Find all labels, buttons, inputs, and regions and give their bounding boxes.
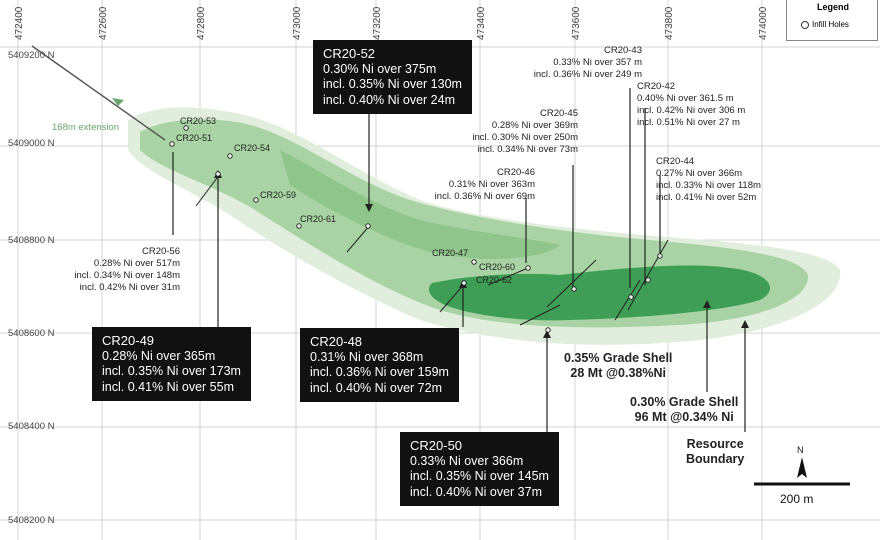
hole-label: CR20-53 xyxy=(180,116,217,126)
grade-shell-030-inner xyxy=(280,150,560,259)
legend-item-label: Infill Holes xyxy=(812,20,849,29)
x-label-6: 473600 xyxy=(571,6,582,40)
callout-title: CR20-49 xyxy=(102,333,155,348)
x-label-5: 473400 xyxy=(476,6,487,40)
annotation-cr20-45: CR20-45 0.28% Ni over 369m incl. 0.30% N… xyxy=(440,108,578,156)
annotation-line: CR20-46 xyxy=(496,167,535,178)
annotation-line: 0.28% Ni over 517m xyxy=(93,258,180,269)
annotation-line: incl. 0.34% Ni over 73m xyxy=(477,144,578,155)
callout-title: CR20-52 xyxy=(323,46,376,61)
annotation-line: 0.28% Ni over 369m xyxy=(491,120,578,131)
scale-label: 200 m xyxy=(780,492,814,506)
infill-hole-icon xyxy=(801,20,809,29)
hole-label: CR20-61 xyxy=(300,214,337,224)
callout-line: 0.30% Ni over 375m xyxy=(323,61,437,76)
x-label-1: 472600 xyxy=(98,6,109,40)
leader-lines xyxy=(172,88,746,432)
hole-label: CR20-47 xyxy=(432,248,469,258)
callout-title: CR20-50 xyxy=(410,438,463,453)
shell-line: 96 Mt @0.34% Ni xyxy=(634,409,734,424)
hole-collars xyxy=(169,125,663,333)
callout-cr20-50: CR20-50 0.33% Ni over 366m incl. 0.35% N… xyxy=(400,432,559,506)
annotation-line: incl. 0.36% Ni over 249 m xyxy=(533,69,642,80)
callout-title: CR20-48 xyxy=(310,334,363,349)
label-grade-shell-035: 0.35% Grade Shell 28 Mt @0.38%Ni xyxy=(564,351,672,380)
callout-line: incl. 0.40% Ni over 72m xyxy=(310,380,443,395)
annotation-cr20-42: CR20-42 0.40% Ni over 361.5 m incl. 0.42… xyxy=(637,81,745,129)
annotation-cr20-56: CR20-56 0.28% Ni over 517m incl. 0.34% N… xyxy=(38,246,180,294)
grade-shell-035 xyxy=(428,265,770,321)
annotation-line: incl. 0.42% Ni over 31m xyxy=(79,282,180,293)
y-label-3: 5408600 N xyxy=(8,328,55,339)
annotation-line: incl. 0.51% Ni over 27 m xyxy=(637,117,740,128)
annotation-cr20-46: CR20-46 0.31% Ni over 363m incl. 0.36% N… xyxy=(420,167,535,203)
annotation-line: 0.33% Ni over 357 m xyxy=(553,57,642,68)
callout-line: incl. 0.40% Ni over 24m xyxy=(323,92,456,107)
shell-line: 0.35% Grade Shell xyxy=(564,351,673,365)
shell-line: 28 Mt @0.38%Ni xyxy=(570,365,666,380)
y-label-5: 5408200 N xyxy=(8,515,55,526)
annotation-line: CR20-42 xyxy=(637,81,676,92)
legend-item: Infill Holes xyxy=(801,20,849,29)
annotation-line: 0.27% Ni over 366m xyxy=(656,168,743,179)
x-label-0: 472400 xyxy=(14,6,25,40)
callout-cr20-49: CR20-49 0.28% Ni over 365m incl. 0.35% N… xyxy=(92,327,251,401)
callout-line: incl. 0.36% Ni over 159m xyxy=(310,365,449,379)
annotation-line: CR20-44 xyxy=(656,156,695,167)
annotation-line: incl. 0.41% Ni over 52m xyxy=(656,192,757,203)
annotation-line: incl. 0.30% Ni over 250m xyxy=(472,132,578,143)
callout-cr20-48: CR20-48 0.31% Ni over 368m incl. 0.36% N… xyxy=(300,328,459,402)
extension-arrow xyxy=(31,45,166,141)
hole-label: CR20-54 xyxy=(234,143,271,153)
shell-line: Boundary xyxy=(686,451,745,466)
callout-line: incl. 0.35% Ni over 173m xyxy=(102,364,241,378)
x-label-7: 473800 xyxy=(664,6,675,40)
annotation-cr20-43: CR20-43 0.33% Ni over 357 m incl. 0.36% … xyxy=(500,45,642,81)
callout-line: incl. 0.35% Ni over 130m xyxy=(323,77,462,91)
annotation-line: CR20-56 xyxy=(141,246,180,257)
north-label: N xyxy=(797,445,804,455)
annotation-line: incl. 0.42% Ni over 306 m xyxy=(637,105,746,116)
legend-title: Legend xyxy=(817,2,850,12)
y-label-2: 5408800 N xyxy=(8,235,55,246)
shell-line: Resource xyxy=(686,437,744,451)
extension-label: 168m extension xyxy=(52,122,120,133)
annotation-line: incl. 0.36% Ni over 69m xyxy=(434,191,535,202)
x-label-3: 473000 xyxy=(292,6,303,40)
callout-line: 0.28% Ni over 365m xyxy=(102,348,216,363)
x-label-2: 472800 xyxy=(196,6,207,40)
hole-label: CR20-62 xyxy=(476,275,513,285)
annotation-line: CR20-43 xyxy=(603,45,642,56)
hole-label: CR20-60 xyxy=(479,262,516,272)
callout-line: 0.33% Ni over 366m xyxy=(410,453,524,468)
label-resource-boundary: Resource Boundary xyxy=(686,437,744,466)
annotation-line: 0.31% Ni over 363m xyxy=(448,179,535,190)
x-label-4: 473200 xyxy=(372,6,383,40)
y-label-1: 5409000 N xyxy=(8,138,55,149)
label-grade-shell-030: 0.30% Grade Shell 96 Mt @0.34% Ni xyxy=(630,395,738,424)
shell-line: 0.30% Grade Shell xyxy=(630,395,739,409)
callout-line: incl. 0.40% Ni over 37m xyxy=(410,484,543,499)
callout-line: incl. 0.35% Ni over 145m xyxy=(410,469,549,483)
y-label-4: 5408400 N xyxy=(8,421,55,432)
callout-line: incl. 0.41% Ni over 55m xyxy=(102,379,235,394)
annotation-line: incl. 0.34% Ni over 148m xyxy=(74,270,180,281)
annotation-cr20-44: CR20-44 0.27% Ni over 366m incl. 0.33% N… xyxy=(656,156,761,204)
callout-line: 0.31% Ni over 368m xyxy=(310,349,424,364)
extension-arrowhead xyxy=(112,98,124,106)
callout-cr20-52: CR20-52 0.30% Ni over 375m incl. 0.35% N… xyxy=(313,40,472,114)
y-label-0: 5409200 N xyxy=(8,50,55,61)
annotation-line: incl. 0.33% Ni over 118m xyxy=(656,180,761,191)
legend: Legend Infill Holes xyxy=(786,0,878,41)
hole-label: CR20-59 xyxy=(260,190,297,200)
north-arrow xyxy=(797,457,807,478)
x-label-8: 474000 xyxy=(758,6,769,40)
annotation-line: CR20-45 xyxy=(539,108,578,119)
hole-label: CR20-51 xyxy=(176,133,213,143)
annotation-line: 0.40% Ni over 361.5 m xyxy=(637,93,734,104)
